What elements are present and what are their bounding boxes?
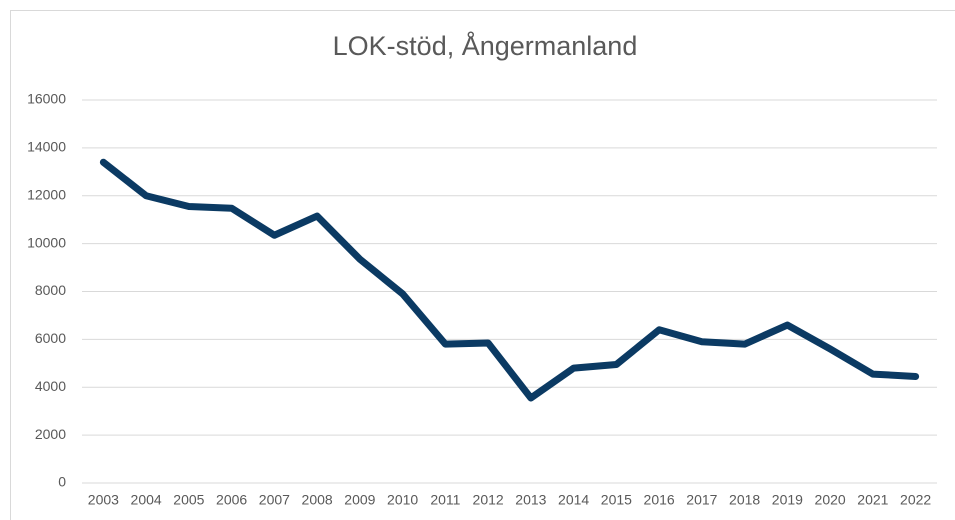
y-tick-label: 4000 [35,378,66,394]
y-tick-label: 0 [58,474,66,490]
x-tick-label: 2005 [173,492,204,508]
x-tick-label: 2009 [344,492,375,508]
x-tick-label: 2017 [686,492,717,508]
data-line [99,158,920,402]
x-tick-label: 2012 [473,492,504,508]
y-tick-label: 6000 [35,330,66,346]
y-tick-label: 10000 [27,234,66,250]
x-tick-label: 2016 [644,492,675,508]
x-tick-label: 2021 [857,492,888,508]
y-tick-label: 16000 [27,91,66,107]
x-tick-label: 2013 [515,492,546,508]
x-tick-label: 2020 [815,492,846,508]
y-tick-label: 2000 [35,426,66,442]
y-tick-label: 12000 [27,186,66,202]
x-tick-label: 2004 [131,492,162,508]
x-tick-label: 2010 [387,492,418,508]
x-tick-label: 2008 [302,492,333,508]
x-tick-label: 2003 [88,492,119,508]
x-tick-label: 2014 [558,492,589,508]
x-tick-label: 2019 [772,492,803,508]
y-tick-label: 8000 [35,282,66,298]
x-tick-label: 2022 [900,492,931,508]
x-tick-label: 2007 [259,492,290,508]
y-tick-label: 14000 [27,139,66,155]
x-tick-label: 2015 [601,492,632,508]
x-tick-label: 2011 [430,492,460,508]
x-tick-label: 2006 [216,492,247,508]
chart-title: LOK-stöd, Ångermanland [333,30,638,61]
chart-frame [10,10,955,520]
x-tick-label: 2018 [729,492,760,508]
